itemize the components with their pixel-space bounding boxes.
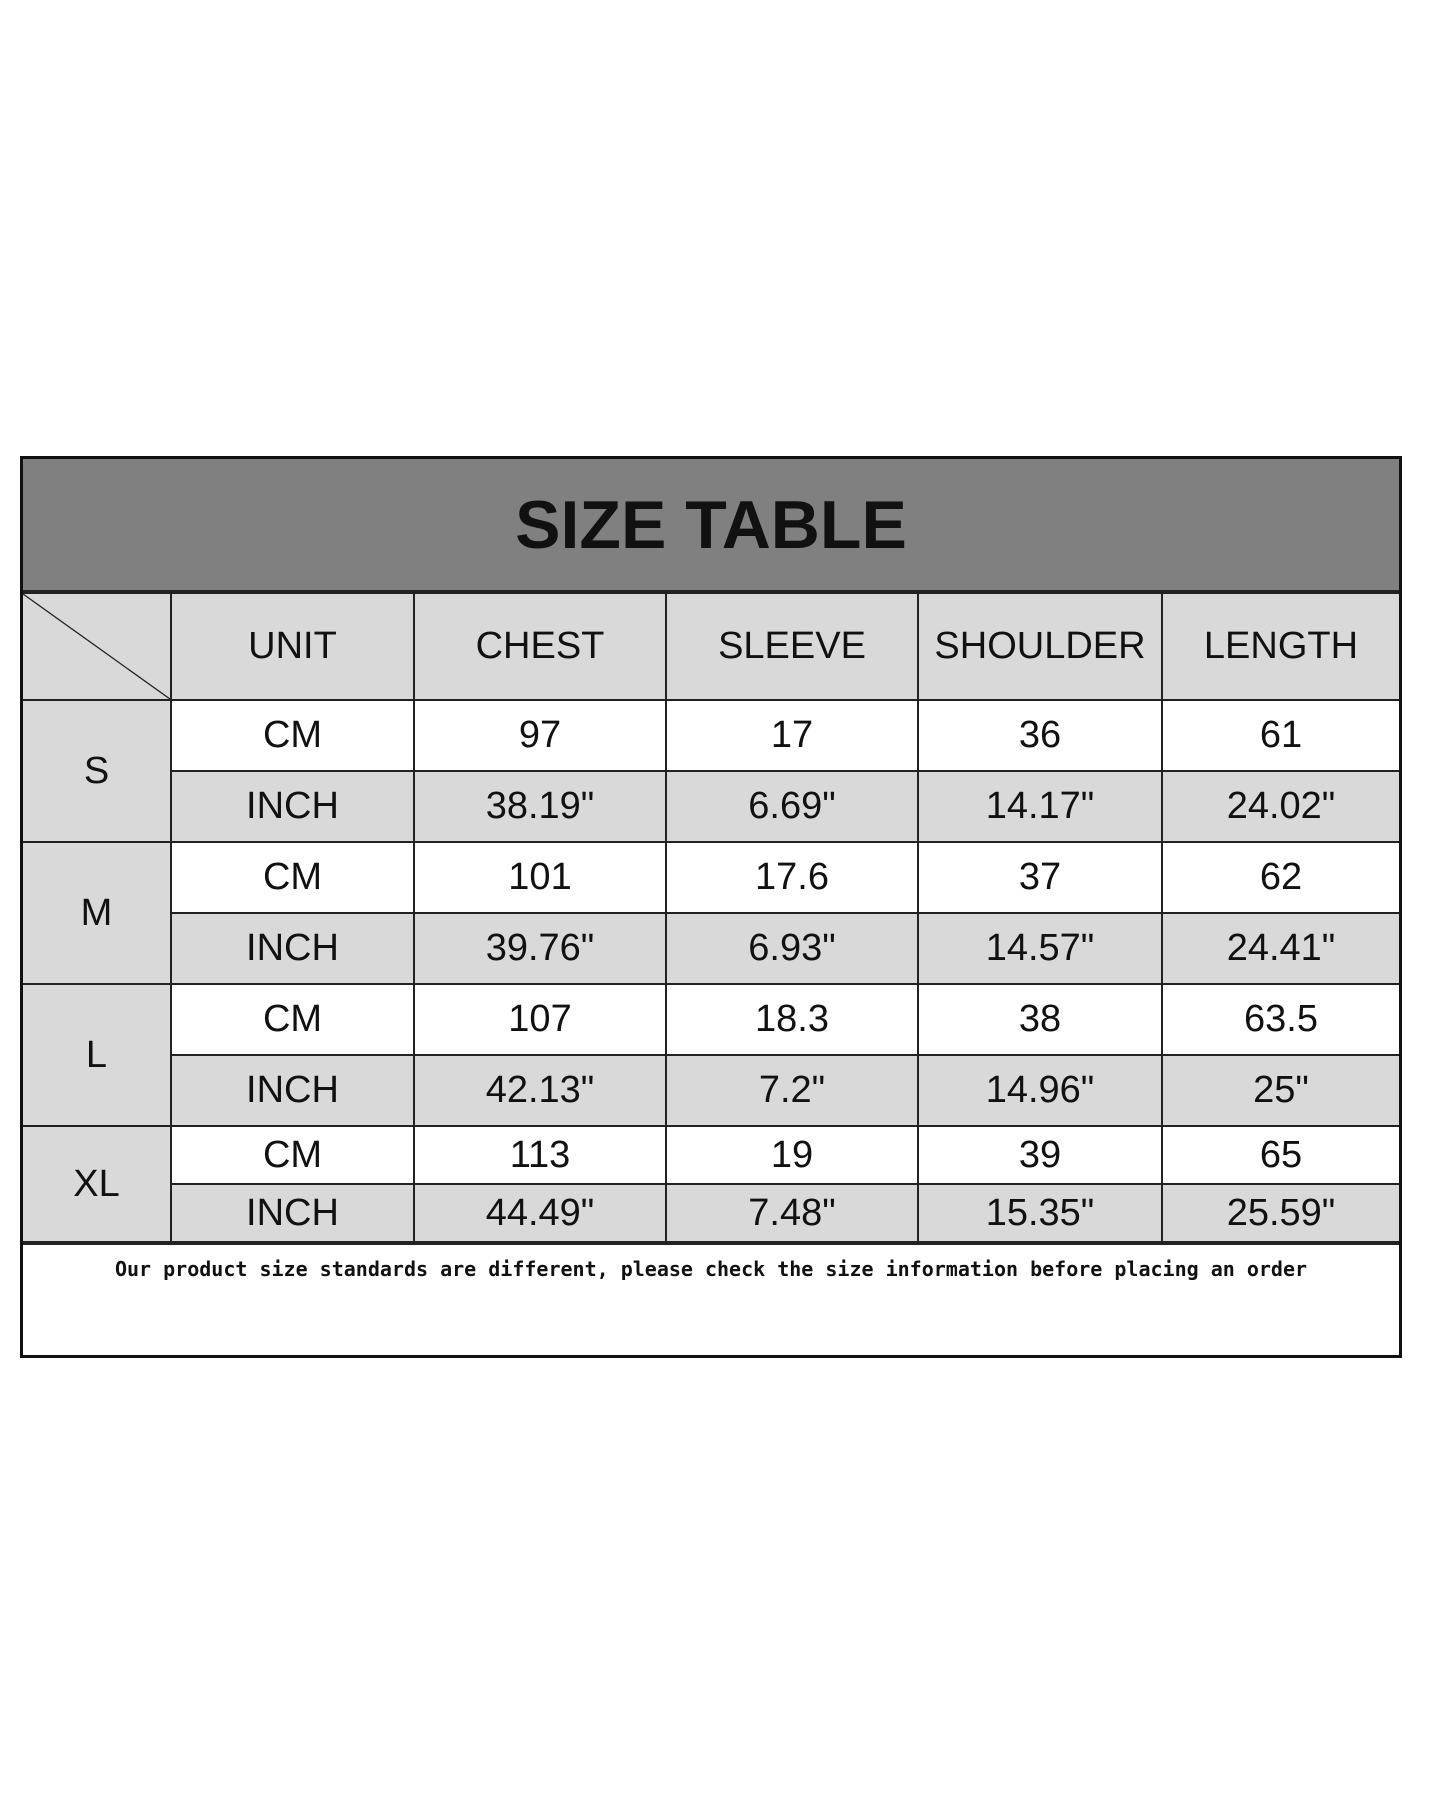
value-cell: 17.6 [665, 841, 919, 914]
table-row-cm: L CM 107 18.3 38 63.5 [23, 983, 1399, 1127]
value-cell: 17 [665, 699, 919, 772]
value-cell: 65 [1161, 1125, 1399, 1185]
value-cell: 19 [665, 1125, 919, 1185]
unit-cell: CM [170, 983, 415, 1056]
value-cell: 101 [413, 841, 667, 914]
value-cell: 38.19" [413, 770, 667, 843]
unit-cell: INCH [171, 1183, 415, 1243]
value-cell: 39 [917, 1125, 1163, 1185]
value-cell: 25" [1161, 1054, 1399, 1127]
size-grid: UNIT CHEST SLEEVE SHOULDER LENGTH S CM 97 1… [23, 592, 1399, 1243]
table-row-inch: INCH 39.76" 6.93" 14.57" 24.41" [23, 912, 1399, 985]
value-cell: 14.96" [917, 1054, 1163, 1127]
table-title: SIZE TABLE [23, 459, 1399, 592]
header-sleeve: SLEEVE [665, 592, 919, 701]
table-row-inch: INCH 42.13" 7.2" 14.96" 25" [23, 1054, 1399, 1127]
unit-cell: INCH [171, 912, 415, 985]
value-cell: 25.59" [1161, 1183, 1399, 1243]
value-cell: 97 [413, 699, 667, 772]
value-cell: 113 [413, 1125, 667, 1185]
table-row-cm: XL CM 113 19 39 65 [23, 1125, 1399, 1243]
table-row-cm: M CM 101 17.6 37 62 [23, 841, 1399, 985]
value-cell: 6.93" [665, 912, 919, 985]
header-unit: UNIT [170, 592, 415, 701]
unit-cell: CM [170, 699, 415, 772]
corner-cell [23, 592, 172, 701]
header-length: LENGTH [1161, 592, 1399, 701]
value-cell: 38 [917, 983, 1163, 1056]
value-cell: 37 [917, 841, 1163, 914]
table-row-inch: INCH 38.19" 6.69" 14.17" 24.02" [23, 770, 1399, 843]
size-label: S [23, 699, 172, 843]
value-cell: 14.17" [917, 770, 1163, 843]
value-cell: 24.02" [1161, 770, 1399, 843]
value-cell: 14.57" [917, 912, 1163, 985]
value-cell: 39.76" [413, 912, 667, 985]
header-row: UNIT CHEST SLEEVE SHOULDER LENGTH [23, 592, 1399, 701]
value-cell: 61 [1161, 699, 1399, 772]
value-cell: 6.69" [665, 770, 919, 843]
unit-cell: INCH [171, 1054, 415, 1127]
size-label: M [23, 841, 172, 985]
table-row-cm: S CM 97 17 36 61 [23, 699, 1399, 843]
size-table: SIZE TABLE UNIT CHEST SLEEVE SHOULDER LE… [20, 456, 1402, 1358]
value-cell: 36 [917, 699, 1163, 772]
value-cell: 63.5 [1161, 983, 1399, 1056]
table-row-inch: INCH 44.49" 7.48" 15.35" 25.59" [23, 1183, 1399, 1243]
unit-cell: CM [170, 1125, 415, 1185]
value-cell: 107 [413, 983, 667, 1056]
value-cell: 62 [1161, 841, 1399, 914]
value-cell: 15.35" [917, 1183, 1163, 1243]
footer-note: Our product size standards are different… [23, 1243, 1399, 1355]
value-cell: 44.49" [413, 1183, 667, 1243]
header-shoulder: SHOULDER [917, 592, 1163, 701]
size-label: L [23, 983, 172, 1127]
value-cell: 42.13" [413, 1054, 667, 1127]
value-cell: 18.3 [665, 983, 919, 1056]
header-chest: CHEST [413, 592, 667, 701]
value-cell: 7.2" [665, 1054, 919, 1127]
unit-cell: CM [170, 841, 415, 914]
value-cell: 7.48" [665, 1183, 919, 1243]
size-label: XL [23, 1125, 172, 1243]
value-cell: 24.41" [1161, 912, 1399, 985]
unit-cell: INCH [171, 770, 415, 843]
